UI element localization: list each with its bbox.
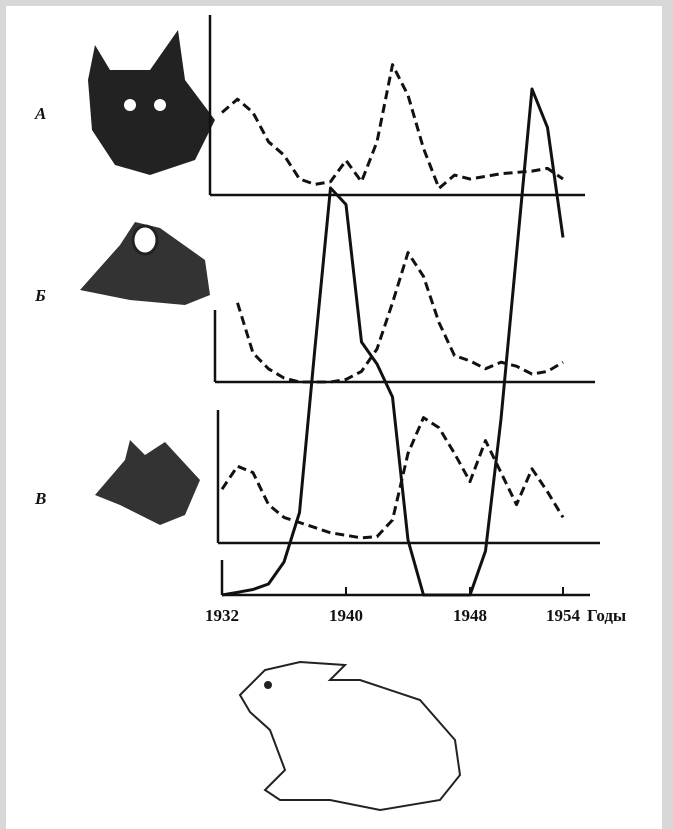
x-tick-label: 1932 bbox=[205, 606, 239, 625]
panel-label: В bbox=[34, 489, 46, 508]
x-tick-label: 1948 bbox=[453, 606, 487, 625]
x-axis-label: Годы bbox=[587, 606, 626, 625]
panel-label: А bbox=[34, 104, 46, 123]
x-tick-label: 1954 bbox=[546, 606, 581, 625]
figure: А Б В 1932 1940 1948 1954 Годы bbox=[0, 0, 673, 829]
x-tick-label: 1940 bbox=[329, 606, 363, 625]
page: А Б В 1932 1940 1948 1954 Годы bbox=[0, 0, 673, 829]
panel-label: Б bbox=[34, 286, 46, 305]
